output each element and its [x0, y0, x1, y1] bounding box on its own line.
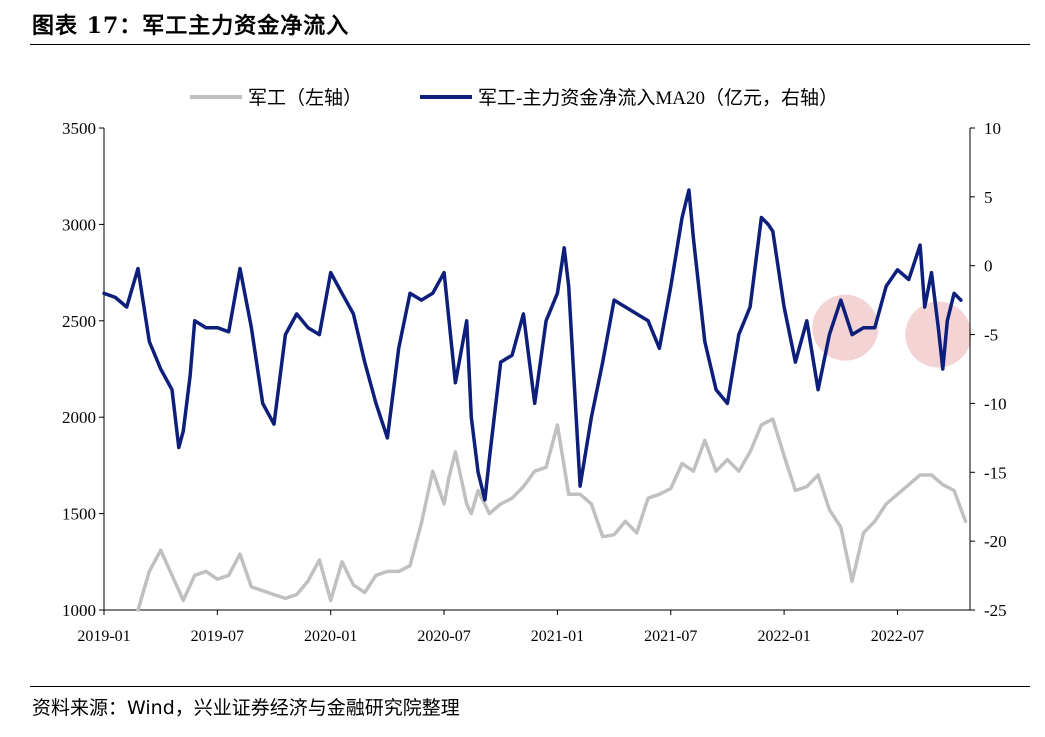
right-tick-label: -20	[984, 532, 1007, 551]
title-divider	[30, 44, 1030, 45]
right-tick-label: -5	[984, 326, 998, 345]
right-tick-label: 10	[984, 119, 1001, 138]
right-tick-label: -25	[984, 601, 1007, 620]
series-line-left	[136, 417, 968, 612]
left-tick-label: 1500	[62, 505, 96, 524]
chart: 1000 1500 2000 2500 3000 3500 -25 -20 -15 -10 -5 0 5…	[62, 87, 1007, 645]
legend-label-1: 军工（左轴）	[248, 87, 362, 109]
right-tick-label: -15	[984, 463, 1007, 482]
x-tick-label: 2020-07	[417, 628, 470, 645]
x-tick-label: 2021-01	[531, 628, 584, 645]
left-tick-label: 2000	[62, 408, 96, 427]
left-tick-label: 1000	[62, 601, 96, 620]
legend-label-2: 军工-主力资金净流入MA20（亿元，右轴）	[478, 87, 838, 109]
x-tick-label: 2022-01	[757, 628, 810, 645]
figure-title: 图表 17：军工主力资金净流入	[32, 13, 350, 39]
x-tick-label: 2020-01	[304, 628, 357, 645]
left-tick-label: 3000	[62, 215, 96, 234]
left-tick-label: 2500	[62, 312, 96, 331]
x-tick-label: 2019-01	[77, 628, 130, 645]
footer-divider	[30, 686, 1030, 687]
left-tick-label: 3500	[62, 119, 96, 138]
series-line-right	[102, 188, 963, 502]
chart-series	[102, 188, 968, 612]
source-note: 资料来源：Wind，兴业证券经济与金融研究院整理	[32, 697, 460, 719]
x-tick-label: 2021-07	[644, 628, 697, 645]
x-tick-label: 2019-07	[191, 628, 244, 645]
right-tick-label: 0	[984, 257, 993, 276]
chart-legend: 军工（左轴） 军工-主力资金净流入MA20（亿元，右轴）	[190, 87, 838, 109]
right-tick-label: 5	[984, 188, 993, 207]
right-tick-label: -10	[984, 394, 1007, 413]
chart-axes: 1000 1500 2000 2500 3000 3500 -25 -20 -15 -10 -5 0 5…	[62, 119, 1007, 645]
x-tick-label: 2022-07	[871, 628, 924, 645]
